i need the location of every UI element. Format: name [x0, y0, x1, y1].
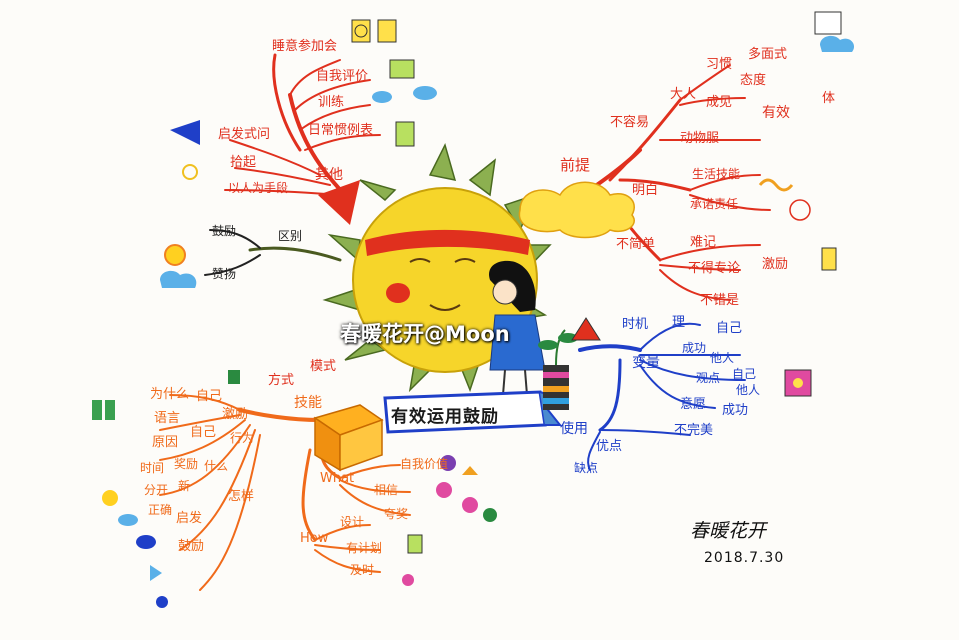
node-label: 怎样: [228, 489, 255, 504]
girl-illustration: [489, 260, 546, 396]
node-label: 有效: [762, 105, 790, 121]
node-label: 分开: [144, 483, 169, 497]
node-label: 为什么: [150, 387, 190, 402]
node-label: 观点: [696, 371, 721, 385]
red-triangle: [318, 180, 360, 225]
node-label: 生活技能: [692, 167, 741, 181]
node-label: 什么: [204, 459, 229, 473]
branch-label-shijian: 技能: [294, 395, 322, 411]
node-label: 意愿: [680, 397, 707, 412]
node-label: 成见: [706, 95, 733, 110]
node-label: 赞扬: [212, 267, 237, 281]
plant-pot: [538, 329, 578, 410]
branch-label-qubie: 区别: [278, 229, 303, 243]
node-label: 相信: [374, 483, 399, 497]
node-label: 有计划: [346, 541, 383, 555]
node-label: 理: [672, 315, 686, 330]
node-label: 习惯: [706, 57, 733, 72]
node-label: 激励: [222, 407, 249, 422]
node-label: 变量: [632, 355, 660, 371]
node-label: 夸奖: [384, 507, 409, 521]
node-label: 他人: [710, 351, 735, 365]
node-label: 自己: [196, 389, 223, 404]
node-label: 模式: [310, 359, 337, 374]
node-label: 难记: [690, 235, 717, 250]
branch-label-qianti: 前提: [560, 156, 591, 174]
node-label: 设计: [340, 515, 365, 529]
node-label: 启发: [176, 511, 203, 526]
node-label: 新: [178, 479, 191, 493]
node-label: 时间: [140, 461, 165, 475]
branch-lines: [159, 53, 771, 591]
node-label: How: [300, 531, 329, 546]
node-label: 自我评价: [316, 69, 369, 84]
node-label: What: [320, 471, 355, 486]
author-signature: 春暖花开: [690, 520, 767, 542]
node-label: 激励: [762, 257, 789, 272]
node-label: 鼓励: [212, 224, 237, 238]
node-label: 正确: [148, 503, 173, 517]
node-label: 语言: [154, 411, 181, 426]
node-label: 方式: [268, 373, 295, 388]
central-topic-title: 有效运用鼓励: [391, 407, 499, 427]
node-label: 不错是: [700, 293, 740, 308]
node-label: 不容易: [610, 115, 650, 130]
node-label: 自己: [732, 367, 757, 381]
node-label: 自己: [716, 321, 743, 336]
node-label: 自我价值: [400, 457, 449, 471]
node-label: 动物服: [680, 131, 720, 146]
node-label: 以人为手段: [228, 181, 289, 195]
node-label: 训练: [318, 95, 345, 110]
node-label: 优点: [596, 439, 623, 454]
node-label: 原因: [152, 435, 179, 450]
node-label: 他人: [736, 383, 761, 397]
gift-box: [313, 404, 384, 472]
node-label: 时机: [622, 317, 649, 332]
node-label: 行为: [230, 431, 255, 445]
sun-illustration: [322, 142, 552, 393]
node-label: 承诺责任: [690, 197, 739, 211]
node-label: 拾起: [230, 155, 257, 170]
node-label: 大人: [670, 87, 697, 102]
node-label: 态度: [740, 73, 767, 88]
node-label: 及时: [350, 563, 375, 577]
node-label: 启发式问: [218, 127, 271, 142]
node-label: 睡意参加会: [272, 39, 338, 54]
node-label: 不完美: [674, 423, 714, 438]
node-label: 鼓励: [178, 539, 205, 554]
yellow-cloud: [518, 181, 635, 239]
branch-label-qita: 其他: [315, 167, 343, 183]
node-label: 明白: [632, 183, 659, 198]
node-label: 成功: [722, 403, 749, 418]
node-label: 不得专论: [688, 261, 741, 276]
signature-date: 2018.7.30: [704, 550, 785, 566]
node-label: 多面式: [748, 47, 788, 62]
node-label: 不简单: [616, 237, 656, 252]
node-label: 奖励: [174, 457, 199, 471]
branch-label-shiyong: 使用: [560, 421, 588, 437]
node-label: 缺点: [574, 461, 599, 475]
node-label: 日常惯例表: [308, 123, 374, 138]
watermark: 春暖花开@Moon: [340, 322, 510, 346]
node-label: 自己: [190, 425, 217, 440]
doodle-icons: [92, 11, 855, 608]
node-label: 成功: [682, 341, 707, 355]
node-label: 体: [822, 91, 836, 106]
